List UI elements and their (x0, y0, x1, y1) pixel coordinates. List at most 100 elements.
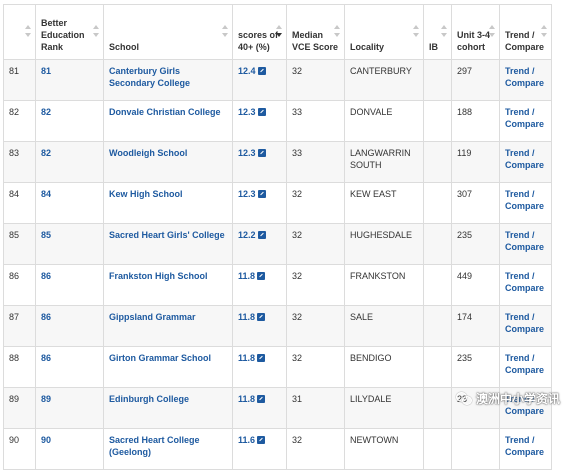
trend-compare-link[interactable]: Trend / Compare (505, 312, 545, 334)
locality-cell: NEWTOWN (344, 428, 424, 470)
trend-compare-link[interactable]: Trend / Compare (505, 189, 545, 211)
school-link[interactable]: Sacred Heart Girls' College (109, 230, 225, 240)
score-link[interactable]: 11.8 (238, 353, 256, 363)
rank-link-cell: 90 (35, 428, 104, 470)
score-link-cell: 12.3 (232, 100, 287, 142)
school-link-cell: Donvale Christian College (103, 100, 233, 142)
external-link-icon[interactable] (257, 436, 266, 444)
score-link-cell: 11.8 (232, 387, 287, 429)
column-header-trend[interactable]: Trend / Compare (499, 4, 552, 60)
rank-link[interactable]: 85 (41, 230, 52, 240)
row-number: 90 (9, 435, 20, 445)
locality-cell: SALE (344, 305, 424, 347)
ib-cell (423, 305, 452, 347)
trend-compare-link-cell: Trend / Compare (499, 100, 552, 142)
rank-link[interactable]: 82 (41, 107, 52, 117)
school-link-cell: Kew High School (103, 182, 233, 224)
external-link-icon[interactable] (257, 108, 266, 116)
score-link[interactable]: 12.3 (238, 148, 256, 158)
school-link[interactable]: Canterbury Girls Secondary College (109, 66, 191, 88)
locality-cell: CANTERBURY (344, 59, 424, 101)
locality-cell: KEW EAST (344, 182, 424, 224)
score-link[interactable]: 11.6 (238, 435, 256, 445)
external-link-icon[interactable] (257, 395, 266, 403)
external-link-icon[interactable] (257, 190, 266, 198)
row-number: 87 (9, 312, 20, 322)
column-header-row-number[interactable] (3, 4, 36, 60)
trend-compare-link[interactable]: Trend / Compare (505, 107, 545, 129)
score-link[interactable]: 12.3 (238, 189, 256, 199)
score-link-cell: 11.6 (232, 428, 287, 470)
trend-compare-link-cell: Trend / Compare (499, 223, 552, 265)
trend-compare-link[interactable]: Trend / Compare (505, 435, 545, 457)
rank-link[interactable]: 81 (41, 66, 52, 76)
cohort-cell: 119 (451, 141, 500, 183)
external-link-icon[interactable] (257, 231, 266, 239)
external-link-icon[interactable] (257, 272, 266, 280)
cohort-cell: 235 (451, 346, 500, 388)
median-score-cell: 32 (286, 264, 345, 306)
rank-link[interactable]: 89 (41, 394, 52, 404)
trend-compare-link[interactable]: Trend / Compare (505, 148, 545, 170)
column-header-school[interactable]: School (103, 4, 233, 60)
school-link[interactable]: Edinburgh College (109, 394, 189, 404)
rank-link[interactable]: 84 (41, 189, 52, 199)
rank-link-cell: 81 (35, 59, 104, 101)
score-link[interactable]: 12.2 (238, 230, 256, 240)
score-link[interactable]: 11.8 (238, 394, 256, 404)
ib-cell (423, 100, 452, 142)
external-link-icon[interactable] (257, 67, 266, 75)
rank-link[interactable]: 82 (41, 148, 52, 158)
cohort-cell: 235 (451, 223, 500, 265)
row-number-cell: 89 (3, 387, 36, 429)
locality-cell: HUGHESDALE (344, 223, 424, 265)
median-score-cell: 32 (286, 182, 345, 224)
column-header-rank[interactable]: Better Education Rank (35, 4, 104, 60)
school-link[interactable]: Donvale Christian College (109, 107, 221, 117)
rank-link-cell: 89 (35, 387, 104, 429)
median-score: 32 (292, 435, 303, 445)
trend-compare-link[interactable]: Trend / Compare (505, 66, 545, 88)
rank-link[interactable]: 86 (41, 312, 52, 322)
trend-compare-link[interactable]: Trend / Compare (505, 353, 545, 375)
cohort: 174 (457, 312, 473, 322)
rank-link[interactable]: 90 (41, 435, 52, 445)
school-link-cell: Woodleigh School (103, 141, 233, 183)
column-header-median[interactable]: Median VCE Score (286, 4, 345, 60)
external-link-icon[interactable] (257, 354, 266, 362)
score-link[interactable]: 12.3 (238, 107, 256, 117)
score-link-cell: 12.3 (232, 182, 287, 224)
external-link-icon[interactable] (257, 313, 266, 321)
score-link[interactable]: 11.8 (238, 271, 256, 281)
median-score-cell: 33 (286, 100, 345, 142)
table-row: 83 82 Woodleigh School 12.3 33 LANGWARRIN SOU… (3, 141, 552, 183)
column-header-score[interactable]: scores of 40+ (%) (232, 4, 287, 60)
rank-link-cell: 85 (35, 223, 104, 265)
cohort-cell: 449 (451, 264, 500, 306)
locality-cell: FRANKSTON (344, 264, 424, 306)
column-header-locality[interactable]: Locality (344, 4, 424, 60)
school-link[interactable]: Woodleigh School (109, 148, 188, 158)
column-header-ib[interactable]: IB (423, 4, 452, 60)
row-number-cell: 82 (3, 100, 36, 142)
rank-link-cell: 86 (35, 264, 104, 306)
column-header-cohort[interactable]: Unit 3-4 cohort (451, 4, 500, 60)
score-link[interactable]: 12.4 (238, 66, 256, 76)
cohort: 235 (457, 353, 473, 363)
rank-link[interactable]: 86 (41, 271, 52, 281)
ib-cell (423, 387, 452, 429)
ib-cell (423, 223, 452, 265)
school-link[interactable]: Frankston High School (109, 271, 208, 281)
score-link[interactable]: 11.8 (238, 312, 256, 322)
school-link[interactable]: Gippsland Grammar (109, 312, 196, 322)
rank-link[interactable]: 86 (41, 353, 52, 363)
ib-cell (423, 264, 452, 306)
school-link[interactable]: Kew High School (109, 189, 183, 199)
trend-compare-link[interactable]: Trend / Compare (505, 271, 545, 293)
external-link-icon[interactable] (257, 149, 266, 157)
trend-compare-link[interactable]: Trend / Compare (505, 394, 545, 416)
trend-compare-link[interactable]: Trend / Compare (505, 230, 545, 252)
school-link[interactable]: Sacred Heart College (Geelong) (109, 435, 200, 457)
school-link[interactable]: Girton Grammar School (109, 353, 212, 363)
locality: FRANKSTON (350, 271, 406, 281)
